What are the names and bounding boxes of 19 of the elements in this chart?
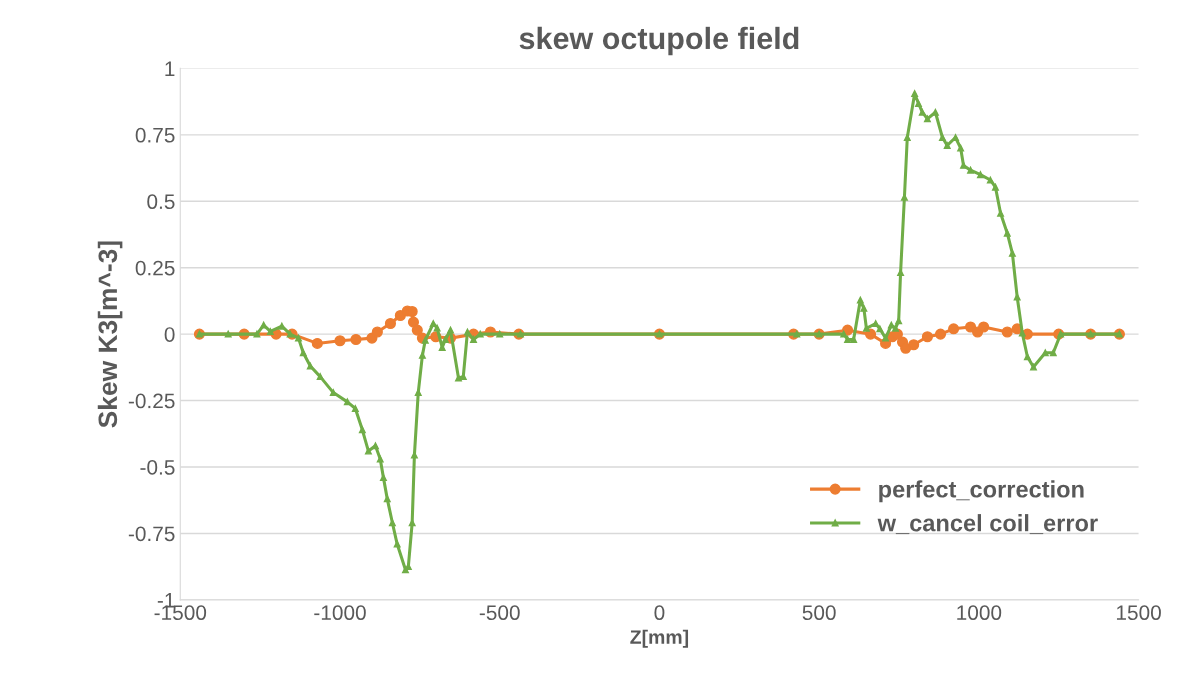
x-tick-label: 1000 bbox=[957, 605, 1002, 621]
x-tick-label: -500 bbox=[479, 605, 520, 621]
legend-label: perfect_correction bbox=[879, 480, 1084, 503]
y-tick-label: 0.75 bbox=[135, 127, 175, 143]
x-tick-label: 0 bbox=[654, 605, 665, 621]
x-tick-label: 500 bbox=[802, 605, 836, 621]
y-tick-label: -0.5 bbox=[140, 460, 175, 475]
x-tick-label: -1000 bbox=[314, 605, 366, 621]
y-tick-label: 0 bbox=[164, 327, 175, 342]
x-tick-label: 1500 bbox=[1116, 605, 1161, 621]
y-axis-title: Skew K3[m^-3] bbox=[97, 241, 123, 428]
legend-label: w_cancel coil_error bbox=[877, 514, 1098, 535]
y-tick-label: -0.75 bbox=[128, 526, 175, 542]
y-tick-label: -0.25 bbox=[128, 393, 175, 409]
chart-title: skew octupole field bbox=[519, 26, 799, 56]
x-axis-title: Z[mm] bbox=[630, 629, 689, 648]
y-tick-label: 0.5 bbox=[147, 194, 175, 210]
y-tick-label: 0.25 bbox=[135, 260, 175, 276]
y-tick-label: 1 bbox=[165, 61, 175, 76]
